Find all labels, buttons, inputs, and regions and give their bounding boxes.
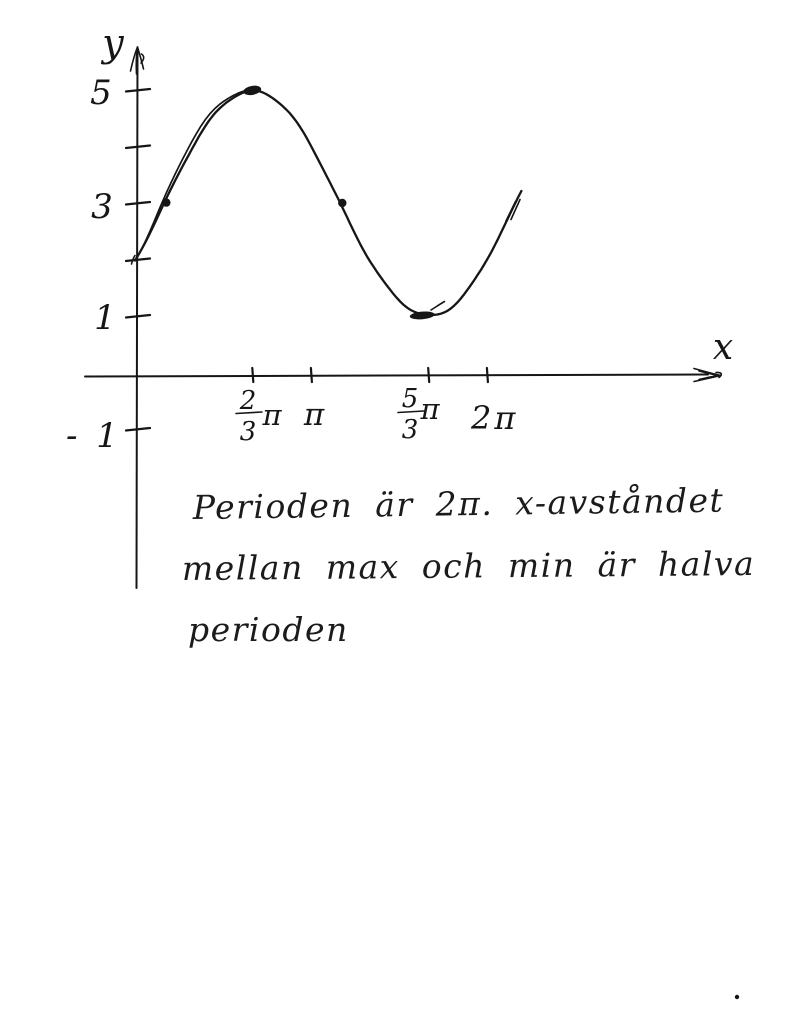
- x-tick-mark: [309, 366, 313, 384]
- y-tick-label-5: 5: [90, 73, 112, 113]
- curve-start-hook: [130, 254, 136, 265]
- curve-markers: [162, 85, 435, 320]
- annotation-line-3: perioden: [188, 610, 349, 649]
- sine-curve-overdraw: [140, 89, 264, 250]
- fraction-numerator: 5: [402, 384, 419, 414]
- curve-group: [130, 85, 523, 320]
- x-tick-mark: [427, 366, 431, 384]
- x-tick-label-pi: π: [303, 397, 325, 433]
- annotation-line-2: mellan max och min är halva: [182, 544, 756, 588]
- y-tick-mark: [124, 87, 152, 93]
- fraction-denominator: 3: [240, 417, 257, 447]
- pi-symbol: π: [419, 392, 440, 426]
- minimum-flick-stroke: [430, 300, 446, 311]
- sine-curve: [133, 89, 523, 317]
- annotation-line-1: Perioden är 2π. x-avståndet: [192, 481, 725, 527]
- y-tick-label-3: 3: [91, 187, 113, 227]
- y-tick-mark: [124, 426, 152, 432]
- maximum-scribble: [243, 85, 262, 96]
- y-axis-line: [135, 47, 139, 589]
- fraction-bar: [397, 410, 425, 414]
- annotation-text: Perioden är 2π. x-avståndet mellan max o…: [182, 481, 756, 649]
- y-axis-arrowhead-icon: [129, 46, 145, 75]
- y-tick-mark: [124, 313, 152, 319]
- y-tick-mark: [124, 257, 152, 263]
- x-ticks: [251, 366, 489, 384]
- axes: [84, 46, 723, 589]
- curve-point-dot: [338, 198, 347, 208]
- y-tick-label-minus-1: - 1: [66, 416, 122, 456]
- x-tick-label-two-pi: 2π: [470, 399, 518, 437]
- fraction-bar: [235, 411, 263, 415]
- stray-ink-dot: [734, 994, 740, 1000]
- y-axis-label: y: [100, 21, 124, 65]
- y-tick-mark: [124, 144, 152, 150]
- fraction-denominator: 3: [402, 415, 419, 445]
- y-tick-mark: [124, 200, 152, 206]
- x-axis-arrowhead-icon: [693, 367, 723, 383]
- x-tick-label-two-thirds-pi: 2 3 π: [235, 386, 282, 447]
- x-axis-label: x: [713, 327, 733, 368]
- fraction-numerator: 2: [239, 386, 257, 416]
- axis-labels: y x: [100, 21, 733, 368]
- y-ticks: [124, 87, 152, 432]
- x-tick-label-five-thirds-pi: 5 3 π: [397, 384, 440, 445]
- pi-symbol: π: [261, 398, 282, 432]
- curve-hash-mark-1: [505, 200, 517, 222]
- minimum-scribble: [409, 311, 435, 320]
- curve-point-dot: [162, 198, 171, 207]
- curve-hash-mark-2: [510, 198, 521, 221]
- tick-labels: 5 3 1 - 1 2 3 π π 5 3 π 2π: [66, 73, 518, 456]
- x-tick-mark: [251, 366, 255, 384]
- x-tick-mark: [485, 366, 489, 384]
- x-axis-line: [84, 373, 709, 378]
- y-tick-label-1: 1: [94, 298, 116, 338]
